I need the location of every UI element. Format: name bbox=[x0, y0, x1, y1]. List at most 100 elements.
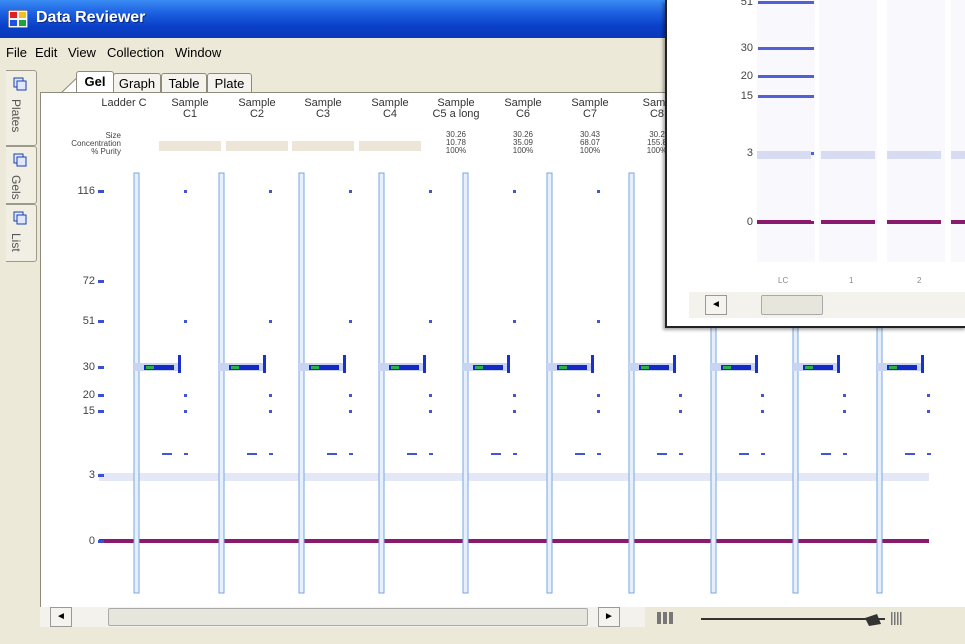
lower-marker-band-0 bbox=[99, 539, 929, 543]
tab-gel[interactable]: Gel bbox=[76, 71, 114, 94]
sample-band-ladder bbox=[597, 190, 600, 193]
side-tab-list[interactable]: List bbox=[6, 204, 37, 262]
size-axis-label: 3 bbox=[88, 469, 95, 481]
side-panel: Plates Gels List bbox=[0, 66, 40, 644]
inset-lane-label-2: 2 bbox=[917, 276, 922, 285]
stat-empty-cell bbox=[292, 141, 354, 151]
column-header-line1: Sample bbox=[571, 97, 609, 109]
menu-window[interactable]: Window bbox=[175, 45, 222, 60]
column-header[interactable]: Sample C4 bbox=[357, 98, 423, 120]
stat-value-purity: 100% bbox=[512, 146, 534, 155]
menu-view[interactable]: View bbox=[68, 45, 96, 60]
sample-band-30 bbox=[229, 365, 259, 370]
sample-band-ladder bbox=[184, 410, 187, 413]
column-header[interactable]: Samp C8 bbox=[624, 98, 690, 120]
lane-marker bbox=[133, 172, 140, 594]
sample-band-ladder bbox=[269, 190, 272, 193]
menu-edit[interactable]: Edit bbox=[35, 45, 58, 60]
column-header-line1: Sample bbox=[504, 97, 542, 109]
inset-lane-label-1: 1 bbox=[849, 276, 854, 285]
column-header-line2: C8 bbox=[649, 108, 665, 120]
sample-band-30 bbox=[389, 365, 419, 370]
scroll-right-button[interactable]: ► bbox=[598, 607, 620, 627]
column-header[interactable]: Sample C5 a long bbox=[423, 98, 489, 120]
sample-band-lower-dot bbox=[269, 453, 273, 455]
sample-band-30 bbox=[473, 365, 503, 370]
sample-band-30 bbox=[639, 365, 669, 370]
sample-band-ladder bbox=[184, 320, 187, 323]
inset-marker-band-3 bbox=[951, 151, 965, 159]
sample-band-tail bbox=[755, 355, 758, 373]
size-axis-label: 20 bbox=[82, 389, 95, 401]
ladder-band bbox=[98, 540, 104, 543]
menu-file[interactable]: File bbox=[6, 45, 27, 60]
sample-band-lower-dot bbox=[927, 453, 931, 455]
column-header[interactable]: Sample C3 bbox=[290, 98, 356, 120]
zoom-out-icon[interactable] bbox=[657, 612, 673, 624]
lane-marker bbox=[546, 172, 553, 594]
sample-band-ladder bbox=[597, 320, 600, 323]
inset-ladder-band bbox=[758, 75, 814, 78]
tab-graph[interactable]: Graph bbox=[113, 73, 161, 94]
sample-band-ladder bbox=[843, 410, 846, 413]
side-tab-plates[interactable]: Plates bbox=[6, 70, 37, 146]
scroll-thumb[interactable] bbox=[108, 608, 588, 626]
inset-ladder-band bbox=[758, 95, 814, 98]
plates-icon bbox=[13, 77, 27, 91]
sample-band-green bbox=[231, 366, 239, 369]
column-header[interactable]: Sample C6 bbox=[490, 98, 556, 120]
inset-lane bbox=[951, 0, 965, 262]
stat-value-size: 30.43 bbox=[579, 130, 601, 139]
column-header[interactable]: Sample C2 bbox=[224, 98, 290, 120]
sample-band-ladder bbox=[429, 320, 432, 323]
zoom-slider-handle[interactable] bbox=[865, 614, 881, 626]
stat-empty-cell bbox=[159, 141, 221, 151]
sample-band-30 bbox=[721, 365, 751, 370]
inset-lane bbox=[887, 0, 945, 262]
column-header-line2: C4 bbox=[382, 108, 398, 120]
side-tab-gels[interactable]: Gels bbox=[6, 146, 37, 204]
sample-band-lower bbox=[247, 453, 257, 455]
size-axis-label: 51 bbox=[82, 315, 95, 327]
sample-band-lower bbox=[657, 453, 667, 455]
inset-marker-band-3 bbox=[887, 151, 941, 159]
sample-band-lower-dot bbox=[843, 453, 847, 455]
horizontal-scrollbar[interactable]: ◄ ► bbox=[40, 607, 645, 627]
column-header[interactable]: Sample C1 bbox=[157, 98, 223, 120]
tab-table[interactable]: Table bbox=[161, 73, 207, 94]
stat-value-conc: 155.8 bbox=[646, 138, 668, 147]
sample-band-green bbox=[889, 366, 897, 369]
sample-band-lower bbox=[575, 453, 585, 455]
inset-marker-band-0 bbox=[757, 220, 811, 224]
column-header[interactable]: Sample C7 bbox=[557, 98, 623, 120]
zoom-slider[interactable] bbox=[655, 606, 925, 630]
scroll-left-button[interactable]: ◄ bbox=[50, 607, 72, 627]
size-axis-label: 116 bbox=[77, 185, 95, 197]
inset-marker-band-0 bbox=[887, 220, 941, 224]
sample-band-ladder bbox=[679, 410, 682, 413]
column-header-line1: Sample bbox=[437, 97, 475, 109]
inset-scroll-thumb[interactable] bbox=[761, 295, 823, 315]
inset-scroll-left-button[interactable]: ◄ bbox=[705, 295, 727, 315]
lower-marker-band-3 bbox=[99, 473, 929, 481]
inset-size-axis-label: 20 bbox=[740, 70, 753, 82]
size-axis-label: 72 bbox=[82, 275, 95, 287]
sample-band-lower bbox=[739, 453, 749, 455]
stat-value-size: 30.2 bbox=[649, 130, 665, 139]
menu-collection[interactable]: Collection bbox=[107, 45, 165, 60]
tab-plate[interactable]: Plate bbox=[207, 73, 252, 94]
column-header-line2: C5 a long bbox=[432, 108, 480, 120]
sample-band-tail bbox=[507, 355, 510, 373]
stat-label-concentration: Concentration bbox=[71, 139, 121, 148]
column-header-line2: C3 bbox=[315, 108, 331, 120]
sample-band-tail bbox=[837, 355, 840, 373]
sample-band-lower bbox=[491, 453, 501, 455]
sample-band-lower-dot bbox=[679, 453, 683, 455]
inset-lane-label-lc: LC bbox=[778, 276, 789, 285]
zoom-in-icon[interactable] bbox=[891, 612, 902, 625]
sample-band-lower bbox=[407, 453, 417, 455]
side-tab-list-label: List bbox=[9, 233, 23, 252]
gels-icon bbox=[13, 153, 27, 167]
inset-scrollbar[interactable]: ◄ bbox=[689, 292, 965, 318]
column-header-line2: C6 bbox=[515, 108, 531, 120]
